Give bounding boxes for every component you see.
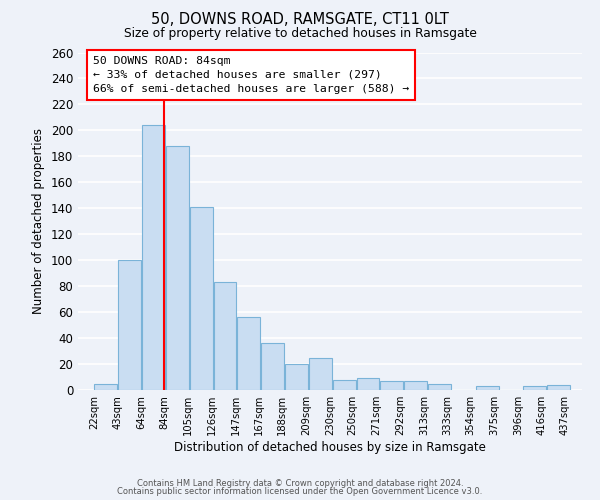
Bar [118, 260, 141, 390]
Text: Contains public sector information licensed under the Open Government Licence v3: Contains public sector information licen… [118, 487, 482, 496]
Text: 50, DOWNS ROAD, RAMSGATE, CT11 0LT: 50, DOWNS ROAD, RAMSGATE, CT11 0LT [151, 12, 449, 28]
Bar [94, 384, 117, 390]
Bar [166, 146, 189, 390]
Bar [333, 380, 356, 390]
Text: Contains HM Land Registry data © Crown copyright and database right 2024.: Contains HM Land Registry data © Crown c… [137, 478, 463, 488]
Bar [261, 344, 284, 390]
Bar [356, 378, 379, 390]
Bar [523, 386, 547, 390]
Text: Size of property relative to detached houses in Ramsgate: Size of property relative to detached ho… [124, 28, 476, 40]
Bar [190, 207, 212, 390]
Bar [238, 318, 260, 390]
Bar [309, 358, 332, 390]
Text: 50 DOWNS ROAD: 84sqm
← 33% of detached houses are smaller (297)
66% of semi-deta: 50 DOWNS ROAD: 84sqm ← 33% of detached h… [93, 56, 409, 94]
Bar [380, 381, 403, 390]
X-axis label: Distribution of detached houses by size in Ramsgate: Distribution of detached houses by size … [174, 441, 486, 454]
Y-axis label: Number of detached properties: Number of detached properties [32, 128, 45, 314]
Bar [476, 386, 499, 390]
Bar [142, 125, 165, 390]
Bar [214, 282, 236, 390]
Bar [547, 385, 570, 390]
Bar [428, 384, 451, 390]
Bar [285, 364, 308, 390]
Bar [404, 381, 427, 390]
